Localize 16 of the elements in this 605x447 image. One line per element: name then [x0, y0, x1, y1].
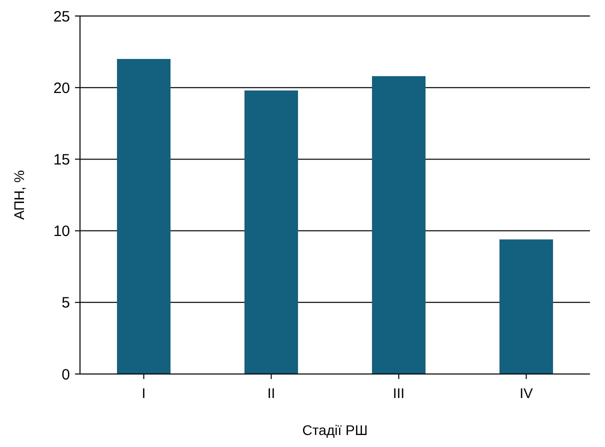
x-tick-label: III [392, 385, 405, 401]
y-tick-label: 25 [53, 8, 70, 26]
x-tick-label: I [142, 385, 146, 401]
y-tick-label: 15 [53, 151, 70, 168]
y-tick-label: 0 [62, 366, 70, 384]
bar [499, 239, 554, 374]
x-axis-title: Стадії РШ [302, 422, 368, 438]
y-tick-label: 20 [53, 80, 70, 97]
bar [372, 76, 426, 374]
bar [244, 90, 298, 374]
y-tick-label: 5 [62, 294, 70, 312]
x-tick-label: II [267, 385, 276, 401]
bar [116, 58, 171, 374]
y-axis-title: АПН, % [11, 170, 27, 220]
x-tick-label: IV [520, 385, 534, 401]
y-tick-label: 10 [53, 223, 70, 240]
